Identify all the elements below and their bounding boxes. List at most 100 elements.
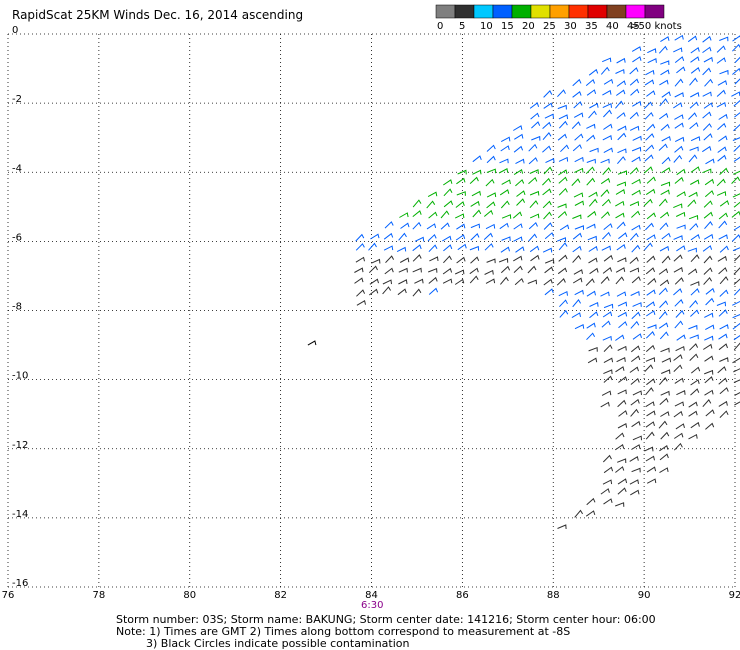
- y-tick-label: -4: [12, 163, 22, 174]
- wind-barb: [617, 170, 628, 176]
- wind-barb: [719, 245, 729, 253]
- wind-barb: [615, 189, 626, 195]
- wind-barb: [716, 57, 726, 64]
- wind-barb: [630, 489, 640, 496]
- wind-barb: [514, 133, 524, 140]
- wind-barb: [558, 176, 568, 184]
- wind-barb: [588, 346, 598, 352]
- wind-barb: [600, 488, 610, 495]
- wind-barb: [617, 301, 628, 307]
- wind-barb: [600, 158, 610, 164]
- wind-barb: [485, 178, 495, 187]
- wind-barb: [456, 191, 466, 196]
- wind-barb: [440, 210, 450, 219]
- wind-barb: [630, 290, 640, 296]
- color-legend: 0 5 10 15 20 25 30 35 40 45>50 knots: [435, 4, 682, 32]
- wind-barb: [661, 167, 671, 174]
- wind-barb: [513, 265, 523, 273]
- wind-barb: [573, 112, 584, 118]
- wind-barb: [515, 158, 525, 165]
- wind-barb: [486, 144, 496, 152]
- wind-barb: [514, 277, 524, 286]
- wind-barb: [542, 200, 552, 209]
- wind-barb: [500, 246, 510, 253]
- wind-barb: [659, 445, 669, 452]
- wind-barb: [443, 255, 452, 264]
- wind-barb: [618, 321, 628, 329]
- wind-barb: [689, 343, 699, 351]
- wind-barb: [574, 156, 584, 163]
- wind-barb: [674, 432, 684, 439]
- wind-barb: [631, 189, 641, 196]
- wind-barb: [556, 237, 567, 242]
- wind-barb: [355, 256, 365, 263]
- wind-barb: [702, 123, 712, 131]
- wind-barb: [586, 497, 596, 506]
- wind-barb: [645, 188, 656, 196]
- wind-barb: [731, 234, 740, 242]
- wind-barb: [718, 267, 728, 275]
- wind-barb: [630, 88, 640, 96]
- wind-barb: [527, 265, 537, 274]
- wind-barb: [428, 211, 438, 219]
- wind-barb: [558, 254, 568, 262]
- wind-barb: [572, 90, 582, 98]
- wind-barb: [600, 211, 610, 219]
- wind-barb: [501, 214, 512, 219]
- wind-barb: [586, 290, 596, 297]
- wind-barb: [516, 190, 526, 197]
- wind-barb: [530, 254, 540, 262]
- wind-barb: [629, 456, 639, 462]
- wind-barb: [600, 66, 610, 75]
- wind-barb: [354, 277, 364, 284]
- wind-barb: [586, 332, 596, 341]
- wind-barb: [675, 345, 685, 352]
- wind-barb: [617, 423, 628, 429]
- wind-barb: [644, 79, 655, 86]
- wind-barb: [661, 91, 671, 98]
- wind-barb: [486, 258, 496, 264]
- wind-barb: [617, 478, 628, 485]
- wind-barb: [542, 145, 552, 153]
- wind-barb: [629, 201, 640, 206]
- wind-barb: [718, 113, 728, 120]
- wind-barb: [659, 453, 669, 461]
- wind-barb: [574, 133, 584, 141]
- wind-barb: [659, 279, 670, 286]
- wind-barb: [673, 102, 683, 109]
- wind-barb: [586, 322, 596, 329]
- wind-barb: [703, 133, 713, 141]
- wind-barb: [615, 432, 625, 440]
- wind-barb: [719, 324, 729, 330]
- wind-barb: [674, 320, 684, 329]
- wind-barb: [588, 68, 599, 76]
- wind-barb: [398, 279, 408, 285]
- legend-swatch: [473, 4, 494, 19]
- wind-barb: [585, 510, 596, 517]
- wind-barb: [544, 232, 555, 240]
- wind-barb: [602, 135, 612, 141]
- wind-barb: [660, 36, 670, 43]
- wind-barb: [602, 454, 612, 463]
- wind-barb: [673, 154, 683, 163]
- wind-barb: [586, 134, 596, 142]
- wind-barb: [705, 287, 715, 295]
- wind-barb: [600, 291, 610, 297]
- wind-barb: [702, 67, 712, 76]
- wind-barb: [717, 366, 727, 374]
- wind-barb: [733, 124, 740, 132]
- x-tick-label: 78: [93, 590, 106, 601]
- wind-barb: [674, 34, 684, 41]
- wind-barb: [704, 221, 713, 230]
- wind-barb: [454, 213, 465, 219]
- legend-swatch: [530, 4, 551, 19]
- wind-barb: [674, 56, 685, 63]
- wind-barb: [603, 78, 614, 85]
- wind-barb: [603, 375, 613, 383]
- wind-barb: [631, 224, 641, 231]
- wind-barb: [702, 245, 713, 252]
- wind-barb: [542, 121, 552, 129]
- wind-barb: [673, 442, 683, 451]
- wind-barb: [443, 200, 454, 208]
